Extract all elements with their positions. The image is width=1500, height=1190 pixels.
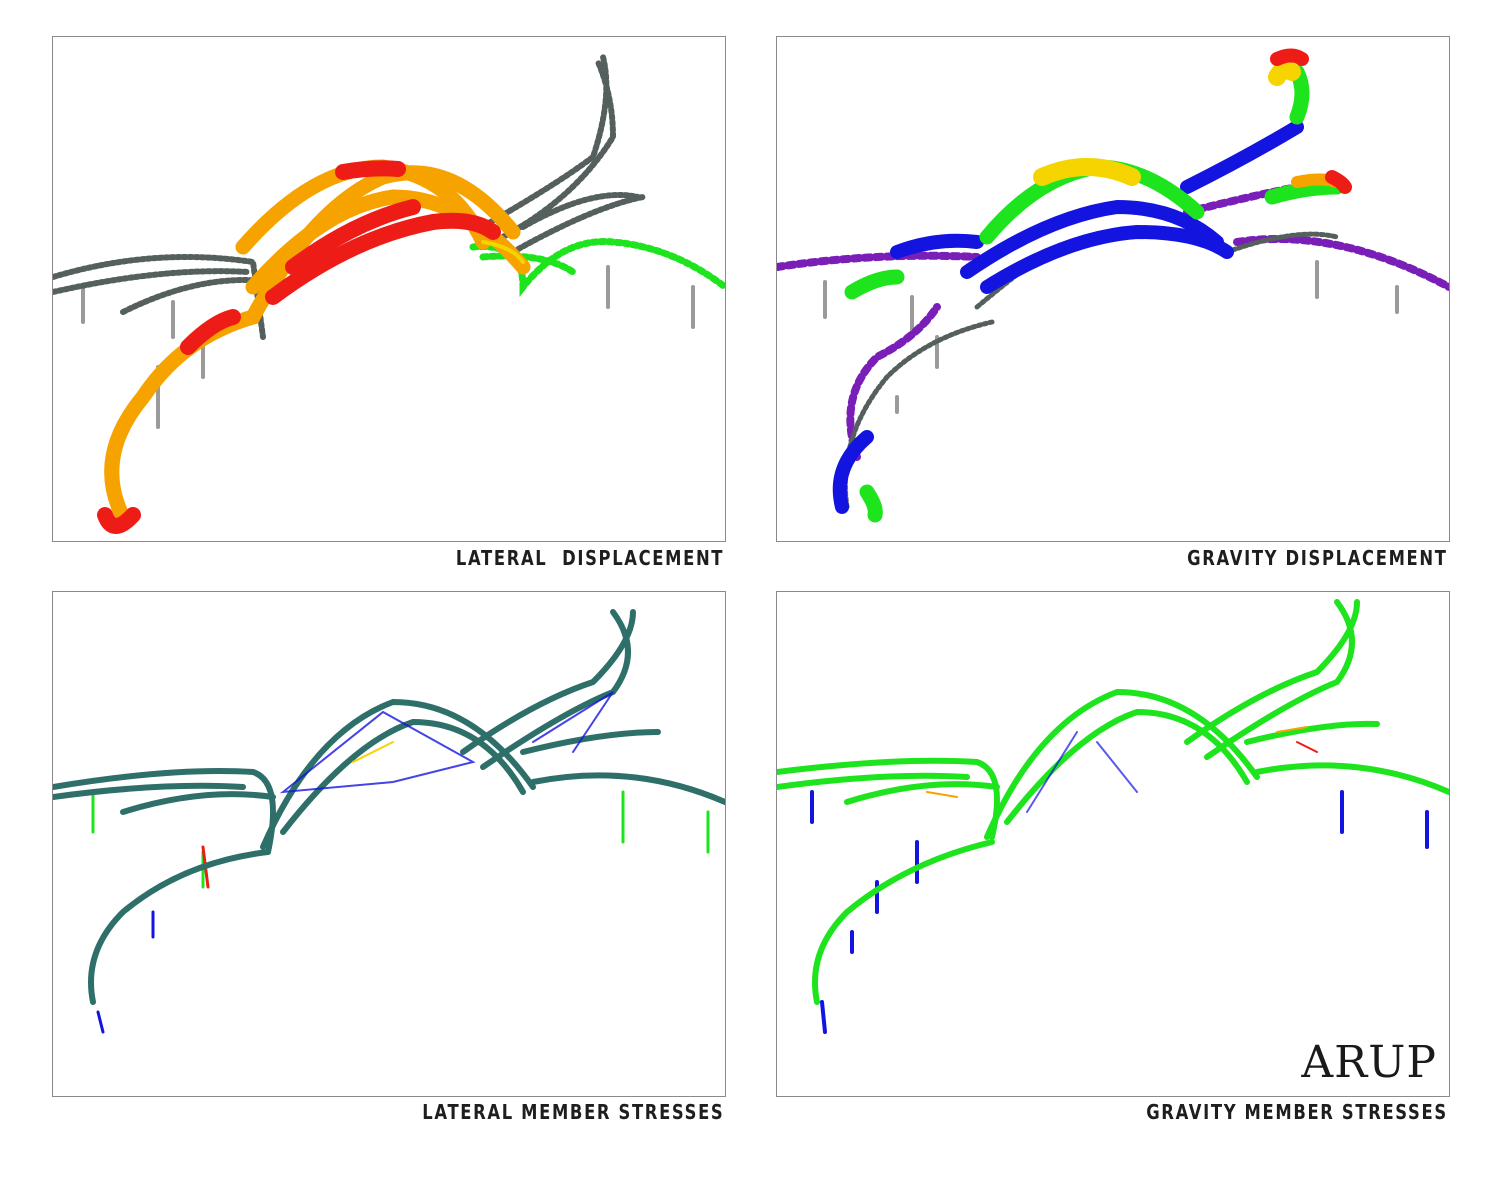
gravity-member-stresses-model — [777, 599, 1449, 1034]
caption-lateral-displacement: LATERAL DISPLACEMENT — [455, 546, 724, 570]
lateral-member-stresses-model — [53, 609, 725, 1034]
panel-lateral-displacement — [52, 36, 726, 542]
lateral-displacement-model — [53, 54, 725, 534]
caption-lateral-member-stresses: LATERAL MEMBER STRESSES — [421, 1100, 724, 1124]
panel-lateral-member-stresses — [52, 591, 726, 1097]
panel-gravity-displacement — [776, 36, 1450, 542]
panel-gravity-member-stresses: ARUP — [776, 591, 1450, 1097]
caption-gravity-member-stresses: GRAVITY MEMBER STRESSES — [1146, 1100, 1448, 1124]
arup-logo: ARUP — [1301, 1037, 1437, 1088]
caption-gravity-displacement: GRAVITY DISPLACEMENT — [1187, 546, 1448, 570]
gravity-displacement-model — [777, 48, 1449, 523]
